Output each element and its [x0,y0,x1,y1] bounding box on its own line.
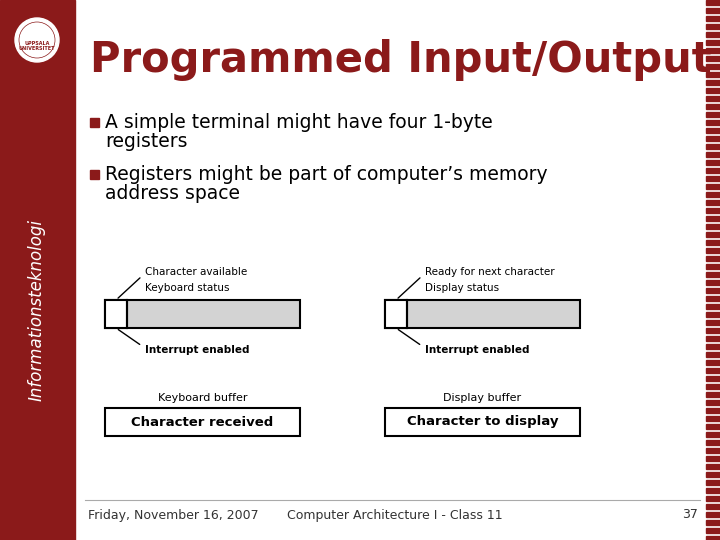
Bar [706,464,720,469]
Bar [706,80,720,85]
Bar [385,300,407,328]
Bar [706,264,720,269]
Text: Interrupt enabled: Interrupt enabled [145,345,250,355]
Bar [706,96,720,101]
Bar [706,336,720,341]
Text: Keyboard buffer: Keyboard buffer [158,393,247,403]
Bar [706,200,720,205]
Bar [706,280,720,285]
Bar [706,496,720,501]
Bar [706,104,720,109]
Bar [706,512,720,517]
Bar [385,408,580,436]
Bar [706,256,720,261]
Bar [706,88,720,93]
Bar [706,160,720,165]
Bar [706,488,720,493]
Bar [706,320,720,325]
Bar [706,400,720,405]
Bar [706,64,720,69]
Bar [90,118,99,127]
Bar [706,176,720,181]
Bar [706,352,720,357]
Bar [105,300,127,328]
Bar [706,208,720,213]
Bar [706,72,720,77]
Bar [706,528,720,533]
Bar [706,536,720,540]
Bar [105,300,300,328]
Text: Registers might be part of computer’s memory: Registers might be part of computer’s me… [105,165,548,184]
Bar [90,170,99,179]
Text: Display buffer: Display buffer [444,393,521,403]
Bar [706,408,720,413]
Bar [385,300,580,328]
Text: Character to display: Character to display [407,415,558,429]
Text: Informationsteknologi: Informationsteknologi [28,219,46,401]
Bar [706,224,720,229]
Text: Character available: Character available [145,267,247,277]
Bar [105,408,300,436]
Bar [706,184,720,189]
Bar [706,272,720,277]
Bar [706,8,720,13]
Bar [706,128,720,133]
Bar [706,16,720,21]
Bar [706,240,720,245]
Bar [0,0,75,540]
Bar [706,328,720,333]
Bar [706,304,720,309]
Text: A simple terminal might have four 1-byte: A simple terminal might have four 1-byte [105,113,492,132]
Bar [706,120,720,125]
Bar [706,368,720,373]
Bar [706,440,720,445]
Bar [706,480,720,485]
Bar [706,0,720,5]
Bar [706,232,720,237]
Bar [706,312,720,317]
Text: Display status: Display status [425,283,499,293]
Bar [706,456,720,461]
Bar [706,504,720,509]
Text: registers: registers [105,132,187,151]
Bar [706,112,720,117]
Bar [706,520,720,525]
Bar [706,288,720,293]
Bar [706,360,720,365]
Text: Computer Architecture I - Class 11: Computer Architecture I - Class 11 [287,509,503,522]
Bar [706,384,720,389]
Bar [706,424,720,429]
Bar [706,48,720,53]
Bar [706,192,720,197]
Bar [706,448,720,453]
Text: UPPSALA
UNIVERSITET: UPPSALA UNIVERSITET [19,40,55,51]
Text: Friday, November 16, 2007: Friday, November 16, 2007 [88,509,258,522]
Text: Character received: Character received [131,415,274,429]
Bar [706,152,720,157]
Bar [706,32,720,37]
Bar [706,296,720,301]
Bar [706,344,720,349]
Text: address space: address space [105,184,240,203]
Bar [706,416,720,421]
Circle shape [15,18,59,62]
Bar [706,144,720,149]
Text: Keyboard status: Keyboard status [145,283,230,293]
Bar [706,392,720,397]
Text: 37: 37 [682,509,698,522]
Bar [706,248,720,253]
Text: Interrupt enabled: Interrupt enabled [425,345,529,355]
Bar [706,56,720,61]
Text: Programmed Input/Output: Programmed Input/Output [90,39,711,81]
Bar [706,40,720,45]
Bar [706,472,720,477]
Bar [706,376,720,381]
Text: Ready for next character: Ready for next character [425,267,554,277]
Bar [706,24,720,29]
Bar [706,168,720,173]
Bar [706,136,720,141]
Bar [706,216,720,221]
Bar [706,432,720,437]
